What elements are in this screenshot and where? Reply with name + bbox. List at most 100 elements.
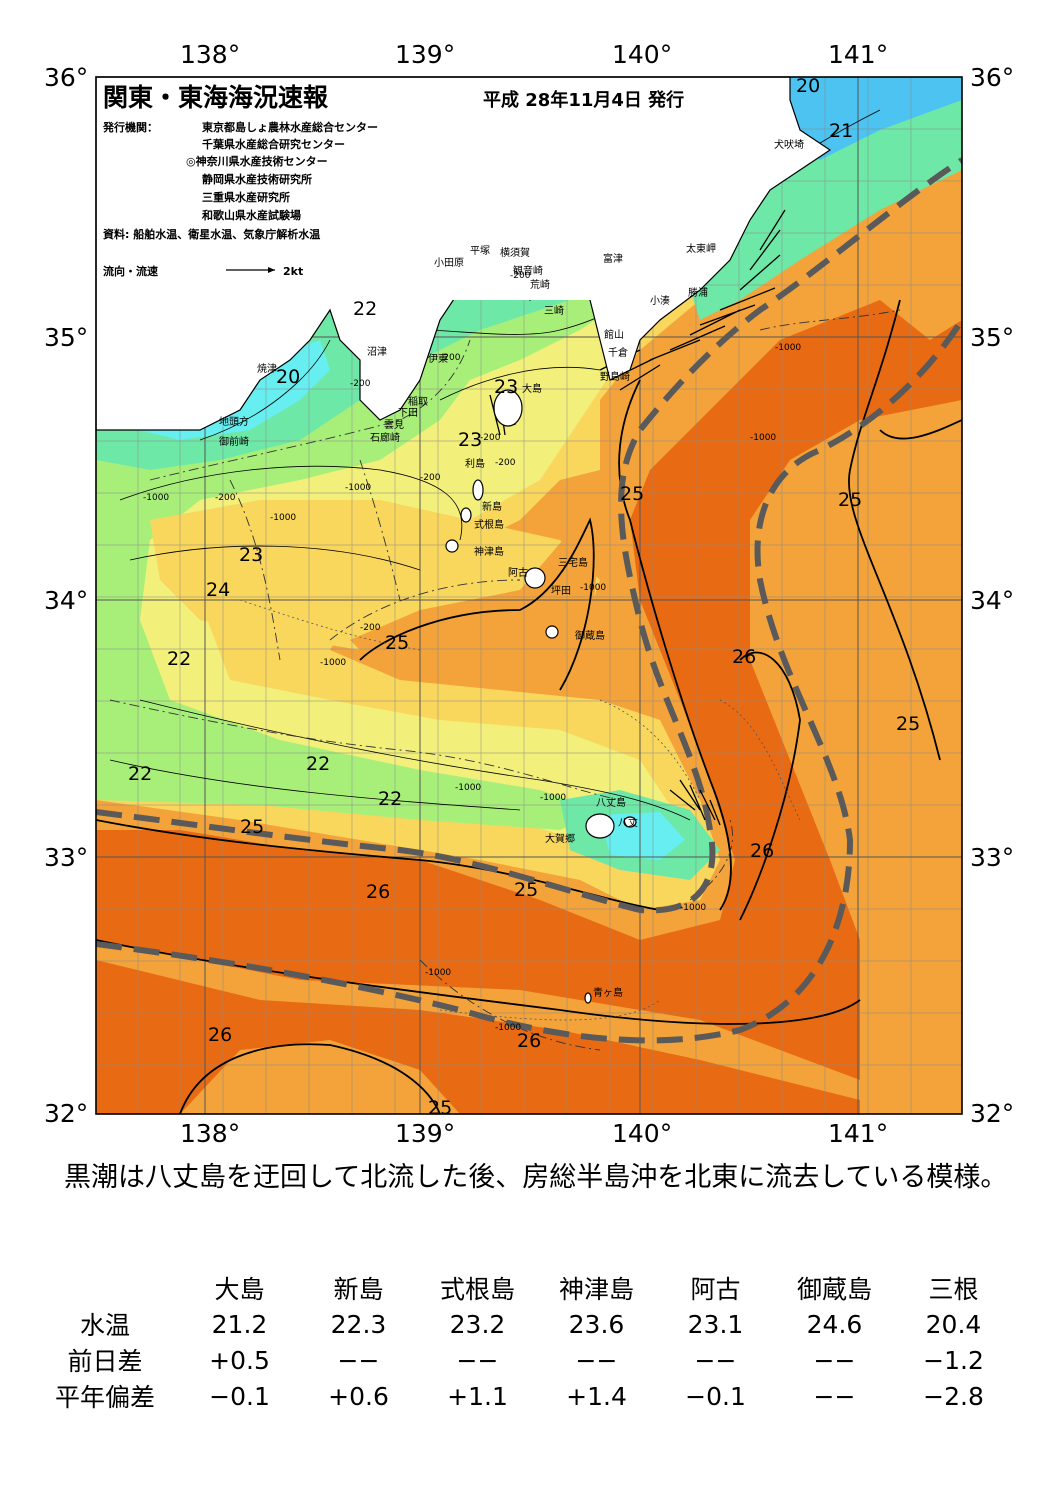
isotherm-label: 20 [796, 75, 820, 97]
isotherm-label: 23 [458, 429, 482, 451]
depth-label: -1000 [320, 658, 346, 668]
place-name: 野島崎 [600, 370, 630, 383]
lon-label: 140° [612, 1119, 672, 1148]
cell-value: −− [813, 1345, 856, 1375]
place-name: 雲見 [384, 419, 404, 431]
isotherm-label: 22 [353, 298, 377, 320]
current-legend-label: 流向・流速 [103, 264, 158, 278]
isotherm-label: 20 [276, 366, 300, 388]
row-label: 前日差 [67, 1347, 143, 1376]
sst-core-25-southwest [180, 1040, 460, 1114]
place-name: 稲取 [408, 396, 428, 408]
lat-label: 34° [44, 586, 88, 615]
place-name: 勝浦 [688, 286, 708, 299]
isotherm-label: 26 [208, 1024, 232, 1046]
place-name: 大島 [522, 382, 542, 395]
cell-value: −− [813, 1381, 856, 1411]
place-name: 観音崎 [513, 264, 543, 277]
current-legend-speed: 2kt [283, 265, 303, 278]
place-name: 伊東 [428, 352, 448, 365]
cell-value: −1.2 [923, 1345, 984, 1375]
table-row: 平年偏差 −0.1 +0.6 +1.1 +1.4 −0.1 −− −2.8 [30, 1378, 1013, 1414]
table-row: 前日差 +0.5 −− −− −− −− −− −1.2 [30, 1342, 1013, 1378]
major-grid [96, 77, 962, 1114]
issuer-2: 千葉県水産総合研究センター [202, 137, 345, 151]
summary-text: 黒潮は八丈島を迂回して北流した後、房総半島沖を北東に流去している模様。 [64, 1162, 1008, 1193]
place-name: 焼津 [257, 363, 277, 375]
issuer-3: ◎神奈川県水産技術センター [186, 154, 328, 168]
place-name: 下田 [398, 408, 418, 419]
isotherm-label: 23 [239, 544, 263, 566]
column-header: 三根 [928, 1275, 979, 1304]
cell-value: +1.4 [566, 1381, 627, 1411]
lat-label: 35° [970, 323, 1014, 352]
cell-value: −0.1 [209, 1381, 270, 1411]
place-name: 富津 [603, 252, 623, 265]
issuer-6: 和歌山県水産試験場 [202, 208, 301, 222]
isotherm-labels: 20 21 22 20 23 23 25 23 24 22 25 26 25 2… [128, 75, 920, 1119]
isotherm-label: 22 [128, 763, 152, 785]
isotherm-label: 26 [517, 1030, 541, 1052]
cell-value: 22.3 [330, 1309, 387, 1339]
cell-value: +0.6 [328, 1381, 389, 1411]
place-name: 横須賀 [500, 246, 530, 259]
isotherm-label: 26 [366, 881, 390, 903]
kuroshio-axis [96, 157, 962, 1044]
sst-band-25-east [750, 400, 962, 1114]
lon-label: 141° [828, 40, 888, 69]
sst-band-25-pocket [350, 520, 600, 690]
table-row: 水温 21.2 22.3 23.2 23.6 23.1 24.6 20.4 [30, 1306, 1013, 1342]
map-frame [95, 76, 963, 1115]
place-name: 式根島 [474, 518, 504, 531]
lon-label: 138° [180, 1119, 240, 1148]
depth-label: -1000 [540, 793, 566, 803]
isotherm-label: 24 [206, 579, 230, 601]
isotherm-label: 25 [514, 879, 538, 901]
place-name: 御前崎 [219, 435, 249, 448]
column-header: 御蔵島 [796, 1275, 872, 1304]
place-name: 小田原 [434, 257, 464, 269]
depth-label: -1000 [270, 513, 296, 523]
lat-label: 33° [44, 843, 88, 872]
corner-cell [30, 1270, 180, 1306]
depth-label: -200 [215, 493, 236, 503]
place-name: 小湊 [650, 294, 670, 307]
isotherm-label: 22 [306, 753, 330, 775]
row-label: 水温 [79, 1311, 130, 1340]
place-name: 青ヶ島 [593, 986, 623, 999]
cell-value: 23.2 [449, 1309, 506, 1339]
cell-value: 23.1 [687, 1309, 744, 1339]
issuer-1: 東京都島しょ農林水産総合センター [202, 120, 378, 134]
depth-label: -200 [360, 623, 381, 633]
isotherm-label: 26 [732, 646, 756, 668]
cell-value: −− [575, 1345, 618, 1375]
isotherm-label: 25 [240, 816, 264, 838]
column-header: 新島 [333, 1275, 384, 1304]
place-names: 犬吠埼 太東岬 勝浦 小湊 富津 横須賀 観音崎 平塚 小田原 荒崎 三崎 館山… [219, 138, 804, 999]
map-header: 関東・東海海況速報 平成 28年11月4日 発行 発行機関： 東京都島しょ農林水… [97, 78, 684, 300]
sea-temperature-map: 関東・東海海況速報 平成 28年11月4日 発行 発行機関： 東京都島しょ農林水… [44, 40, 1014, 1148]
place-name: 新島 [482, 500, 502, 513]
lat-label: 36° [44, 63, 88, 92]
place-name: 神津島 [474, 545, 504, 558]
isotherm-label: 25 [838, 489, 862, 511]
issuer-5: 三重県水産研究所 [202, 190, 290, 204]
lat-label: 36° [970, 63, 1014, 92]
depth-label: -1000 [580, 583, 606, 593]
place-name: 御蔵島 [575, 629, 605, 642]
lat-labels-right: 36° 35° 34° 33° 32° [970, 63, 1014, 1128]
isotherm-label: 25 [896, 713, 920, 735]
isotherm-label: 22 [167, 648, 191, 670]
lon-label: 138° [180, 40, 240, 69]
lon-label: 141° [828, 1119, 888, 1148]
cell-value: 20.4 [925, 1309, 982, 1339]
lon-labels-top: 138° 139° 140° 141° [180, 40, 888, 69]
cell-value: −− [694, 1345, 737, 1375]
depth-label: -1000 [345, 483, 371, 493]
lat-label: 32° [44, 1099, 88, 1128]
lat-label: 33° [970, 843, 1014, 872]
place-name: 沼津 [367, 345, 387, 358]
cell-value: −0.1 [685, 1381, 746, 1411]
isotherm-label: 25 [620, 483, 644, 505]
lat-label: 34° [970, 586, 1014, 615]
